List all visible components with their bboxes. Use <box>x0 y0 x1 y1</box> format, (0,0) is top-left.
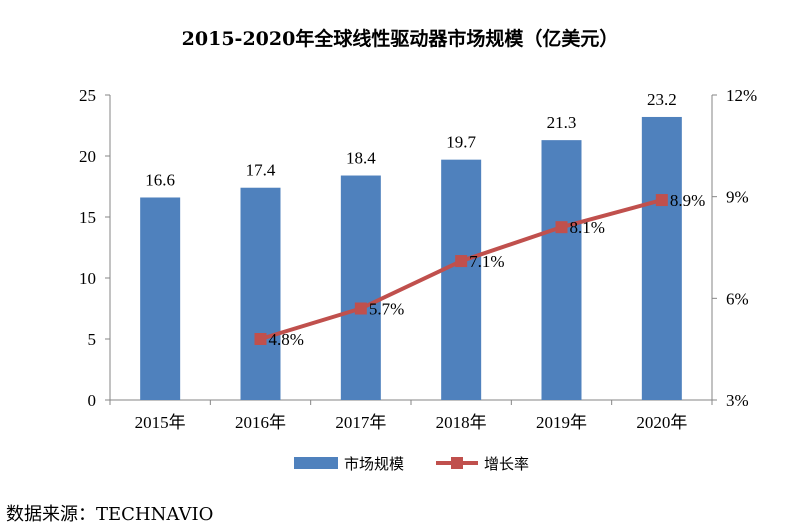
bar-series: 16.6 17.4 18.4 19.7 21.3 23.2 <box>140 90 682 401</box>
line-marker <box>354 302 367 315</box>
x-tick-label: 2018年 <box>436 413 487 432</box>
bar <box>140 197 181 400</box>
y-right-tick-label: 3% <box>726 391 749 410</box>
bar <box>441 159 482 400</box>
legend-bar-label: 市场规模 <box>344 455 404 473</box>
line-data-label: 7.1% <box>469 252 504 271</box>
bar <box>641 116 682 401</box>
line-data-label: 8.9% <box>670 191 705 210</box>
bar <box>340 175 381 400</box>
bar-data-label: 21.3 <box>547 113 577 132</box>
chart-legend: 市场规模 增长率 <box>294 455 529 473</box>
y-left-tick-label: 20 <box>79 147 96 166</box>
x-tick-label: 2019年 <box>536 413 587 432</box>
y-right-tick-label: 6% <box>726 289 749 308</box>
source-note: 数据来源：TECHNAVIO <box>6 504 214 525</box>
y-left-tick-label: 0 <box>88 391 97 410</box>
y-left-tick-label: 5 <box>88 330 97 349</box>
x-tick-label: 2015年 <box>135 413 186 432</box>
bar-data-label: 17.4 <box>246 161 276 180</box>
x-tick-label: 2016年 <box>235 413 286 432</box>
line-data-label: 5.7% <box>369 300 404 319</box>
line-marker <box>455 255 468 268</box>
legend-bar-swatch <box>294 457 338 469</box>
bar-data-label: 16.6 <box>145 170 175 189</box>
y-left-tick-label: 10 <box>79 269 96 288</box>
line-data-label: 8.1% <box>570 218 605 237</box>
x-tick-label: 2017年 <box>335 413 386 432</box>
bar <box>541 140 582 400</box>
y-right-tick-label: 9% <box>726 188 749 207</box>
y-right-tick-label: 12% <box>726 86 757 105</box>
line-marker <box>254 333 267 345</box>
legend-line-marker <box>451 457 463 469</box>
bar-data-label: 23.2 <box>647 90 677 109</box>
y-left-tick-label: 25 <box>79 86 96 105</box>
line-data-label: 4.8% <box>269 330 304 349</box>
line-marker <box>655 194 668 207</box>
y-left-tick-label: 15 <box>79 208 96 227</box>
line-marker <box>555 221 568 234</box>
legend-line-label: 增长率 <box>484 455 529 473</box>
line-series: 4.8% 5.7% 7.1% 8.1% 8.9% <box>254 191 705 349</box>
bar-data-label: 18.4 <box>346 149 376 168</box>
x-tick-label: 2020年 <box>636 413 687 432</box>
chart-axes: 0 5 10 15 20 25 3% 6% 9% 12% 2015年 2016年 2017年 2018年 2… <box>79 86 757 432</box>
chart-title: 2015-2020年全球线性驱动器市场规模（亿美元） <box>181 28 619 50</box>
bar-data-label: 19.7 <box>446 133 476 152</box>
bar <box>240 187 281 400</box>
